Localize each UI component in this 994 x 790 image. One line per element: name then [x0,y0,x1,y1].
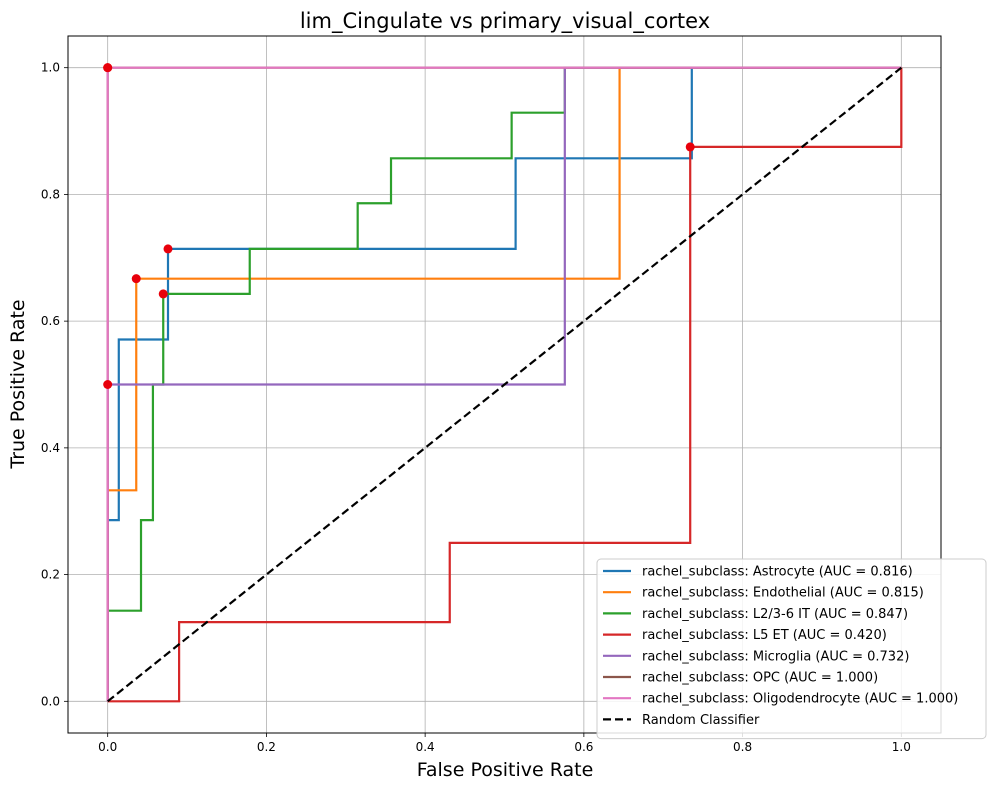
y-tick-label: 0.6 [41,314,60,328]
chart-title: lim_Cingulate vs primary_visual_cortex [300,9,710,34]
optimal-point-rachel-subclass-l2-3-6-it-auc-0-847 [158,289,168,299]
legend-entry-label: rachel_subclass: Endothelial (AUC = 0.81… [642,586,924,601]
legend-entry-label: rachel_subclass: Oligodendrocyte (AUC = … [642,692,958,707]
x-tick-label: 0.0 [98,740,117,754]
series-line-rachel-subclass-l2-3-6-it-auc-0-847 [106,66,902,702]
x-tick-label: 0.8 [733,740,752,754]
legend-entry-label: rachel_subclass: Astrocyte (AUC = 0.816) [642,565,913,580]
optimal-point-rachel-subclass-l5-et-auc-0-420 [685,142,695,152]
optimal-point-markers [103,63,695,389]
y-axis-title: True Positive Rate [7,299,29,469]
legend-entry-label: rachel_subclass: Microglia (AUC = 0.732) [642,649,909,664]
optimal-point-rachel-subclass-endothelial-auc-0-815 [131,274,141,284]
y-tick-label: 0.0 [41,694,60,708]
legend-box [596,558,987,740]
plot-frame [67,35,942,734]
x-tick-label: 0.4 [416,740,435,754]
legend-entry-label: rachel_subclass: OPC (AUC = 1.000) [642,671,878,686]
series-line-rachel-subclass-l5-et-auc-0-420 [107,67,903,703]
y-tick-label: 0.2 [41,568,60,582]
y-tick-label: 1.0 [41,61,60,75]
x-axis-title: False Positive Rate [417,759,594,781]
legend: rachel_subclass: Astrocyte (AUC = 0.816)… [596,558,987,740]
legend-entry-label: Random Classifier [642,713,760,728]
y-axis-ticks: 0.0 0.2 0.4 0.6 0.8 1.0 [41,61,68,708]
x-tick-label: 0.6 [574,740,593,754]
legend-entry-label: rachel_subclass: L5 ET (AUC = 0.420) [642,628,887,643]
legend-entry-label: rachel_subclass: L2/3-6 IT (AUC = 0.847) [642,607,908,622]
optimal-point-rachel-subclass-astrocyte-auc-0-816 [163,244,173,254]
x-tick-label: 0.2 [257,740,276,754]
optimal-point-rachel-subclass-oligodendrocyte-auc-1-000 [103,63,113,73]
series-line-random-classifier [106,66,903,703]
optimal-point-rachel-subclass-microglia-auc-0-732 [103,380,113,389]
y-tick-label: 0.8 [41,187,60,201]
y-tick-label: 0.4 [41,441,60,455]
x-tick-label: 1.0 [892,740,911,754]
